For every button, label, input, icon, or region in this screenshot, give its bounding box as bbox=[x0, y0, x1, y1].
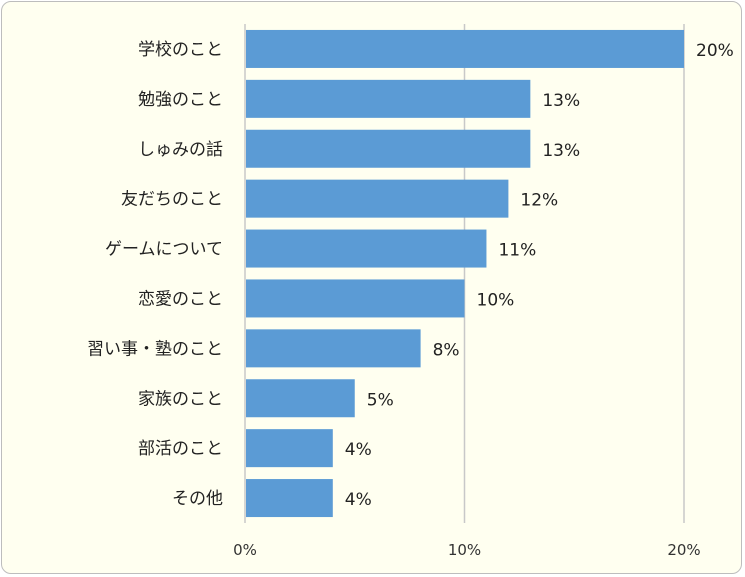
category-label: 勉強のこと bbox=[138, 90, 223, 110]
bar bbox=[246, 479, 333, 518]
bar bbox=[246, 429, 333, 468]
bar bbox=[246, 129, 531, 168]
value-label: 11% bbox=[498, 241, 536, 261]
value-label: 5% bbox=[367, 390, 394, 410]
x-tick-label: 20% bbox=[667, 541, 700, 559]
value-label: 13% bbox=[542, 141, 580, 161]
value-label: 12% bbox=[520, 191, 558, 211]
labels: 0% 10% 20% 学校のこと 20% 勉強のこと 13% しゅみの話 13% 友だちのこと 12… bbox=[87, 40, 734, 559]
x-tick-label: 0% bbox=[233, 541, 257, 559]
value-label: 4% bbox=[345, 490, 372, 510]
category-label: 学校のこと bbox=[138, 40, 223, 60]
category-label: しゅみの話 bbox=[138, 140, 223, 160]
bars bbox=[246, 29, 684, 518]
value-label: 8% bbox=[433, 340, 460, 360]
value-label: 13% bbox=[542, 91, 580, 111]
category-label: 恋愛のこと bbox=[138, 288, 223, 309]
value-label: 4% bbox=[345, 440, 372, 460]
value-label: 20% bbox=[696, 41, 734, 61]
bar bbox=[246, 229, 487, 268]
bar bbox=[246, 179, 509, 218]
value-label: 10% bbox=[477, 290, 515, 310]
bar bbox=[246, 379, 355, 418]
bar bbox=[246, 279, 465, 318]
bar bbox=[246, 79, 531, 118]
bar bbox=[246, 329, 421, 368]
category-label: 習い事・塾のこと bbox=[87, 338, 223, 359]
bar bbox=[246, 29, 684, 68]
category-label: 家族のこと bbox=[138, 389, 223, 409]
category-label: 部活のこと bbox=[138, 439, 223, 459]
category-label: 友だちのこと bbox=[121, 190, 223, 210]
x-tick-label: 10% bbox=[448, 541, 481, 559]
category-label: その他 bbox=[172, 489, 223, 509]
category-label: ゲームについて bbox=[105, 240, 223, 260]
